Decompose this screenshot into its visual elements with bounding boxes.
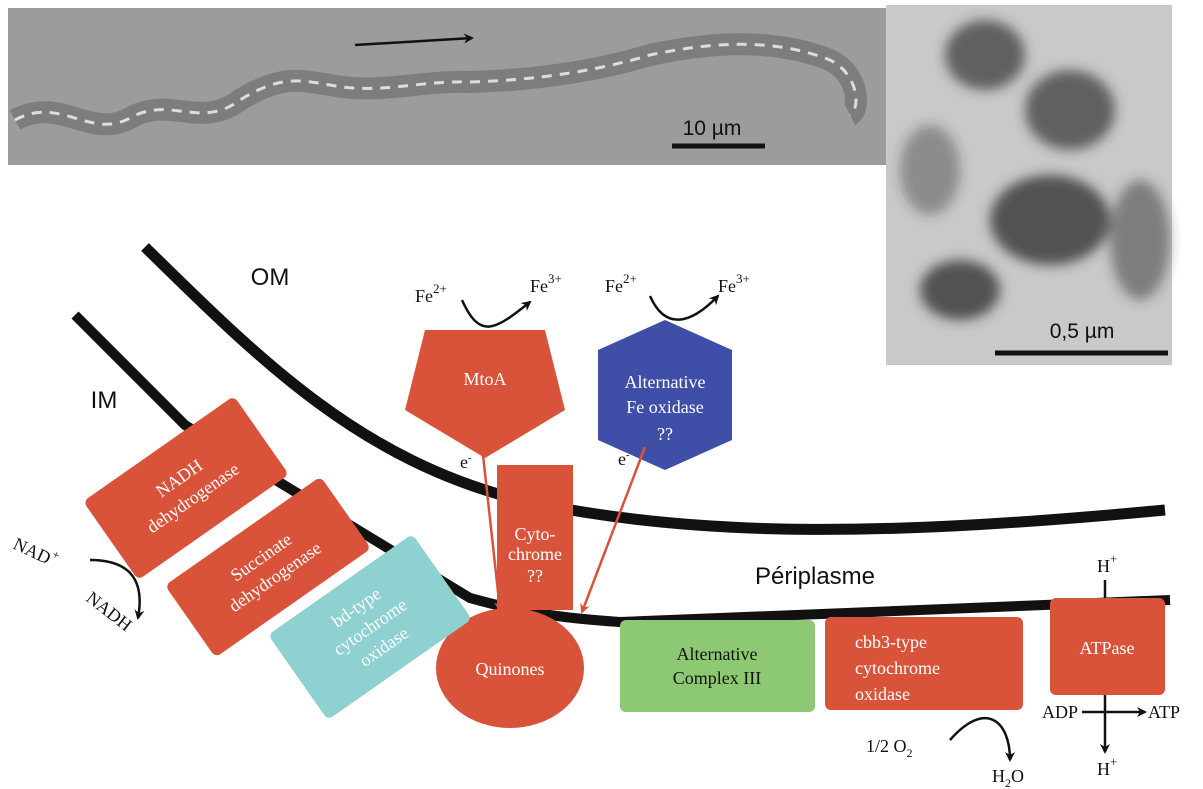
charge: 3+ (548, 271, 562, 286)
bd-oxidase (270, 536, 470, 718)
fe: Fe (415, 286, 433, 306)
protein-label: cbb3-type (855, 632, 927, 652)
crystal-micrograph: 0,5 µm (886, 5, 1172, 365)
scale-label: 0,5 µm (1050, 320, 1115, 343)
succinate-dh (167, 478, 369, 656)
fe: Fe (530, 276, 548, 296)
h: H (992, 766, 1005, 786)
cytochrome (497, 465, 573, 610)
electron: e- (460, 452, 472, 472)
protein-label: ?? (527, 566, 543, 586)
succinate-dh-group: Succinate dehydrogenase (167, 478, 369, 656)
nad: NAD (10, 533, 54, 568)
atp: ATP (1148, 702, 1180, 722)
complex3 (620, 620, 815, 712)
cbb3-oxidase (825, 617, 1023, 710)
periplasm-label: Périplasme (755, 563, 875, 590)
quinones-label: Quinones (476, 659, 545, 679)
oxygen: 1/2 O2 (866, 736, 913, 760)
alt-fe-oxidase (598, 320, 732, 470)
adp: ADP (1042, 702, 1078, 722)
fe: Fe (718, 276, 736, 296)
fe-oxidized: Fe3+ (718, 271, 750, 296)
scale-label: 10 µm (683, 117, 742, 140)
charge: + (1110, 551, 1117, 566)
atpase (1050, 598, 1165, 695)
protein-label: Alternative (677, 644, 758, 664)
water: H2O (992, 766, 1024, 789)
direction-arrow (354, 33, 474, 47)
electron: e- (618, 449, 630, 469)
proton-in: H+ (1097, 754, 1117, 779)
mtoa (405, 330, 565, 458)
o2: 1/2 O (866, 736, 907, 756)
protein-label: Complex III (673, 668, 761, 688)
electron-arrow (481, 454, 505, 612)
charge: 2+ (623, 271, 637, 286)
charge: 2+ (433, 281, 447, 296)
om-label: OM (251, 264, 290, 291)
e: e (618, 449, 626, 469)
protein-label: ?? (657, 424, 673, 444)
bd-oxidase-group: bd-type cytochrome oxidase (270, 536, 470, 718)
fe-reduced: Fe2+ (415, 281, 447, 306)
filament-edge (14, 42, 858, 126)
oxygen-arrow (949, 717, 1015, 762)
nad-plus: NAD+ (10, 530, 62, 571)
protein-label: cytochrome (855, 658, 940, 678)
proton-out: H+ (1097, 551, 1117, 576)
protein-label: oxidase (855, 684, 910, 704)
protein-label: Alternative (625, 372, 706, 392)
electron-arrow (580, 446, 647, 614)
nad-arrow (89, 558, 145, 620)
nadh: NADH (83, 587, 136, 635)
charge: 3+ (736, 271, 750, 286)
protein-label: Fe oxidase (626, 397, 703, 417)
protein-label: chrome (508, 544, 562, 564)
charge: - (626, 449, 630, 461)
protein-label: Cyto- (514, 524, 555, 544)
e: e (460, 452, 468, 472)
fe: Fe (605, 276, 623, 296)
charge: + (1110, 754, 1117, 769)
micrograph-bg (8, 8, 886, 165)
fe-reduced: Fe2+ (605, 271, 637, 296)
h: H (1097, 556, 1110, 576)
h: H (1097, 759, 1110, 779)
quinones (436, 608, 584, 728)
charge: - (468, 452, 472, 464)
o: O (1011, 766, 1024, 786)
subscript: 2 (1005, 776, 1011, 789)
protein-label: ATPase (1080, 638, 1135, 658)
mtoa-label: MtoA (463, 369, 506, 389)
subscript: 2 (907, 746, 913, 760)
nadh-dh (85, 398, 287, 578)
fe-arrow (460, 299, 532, 328)
particles (900, 20, 1170, 320)
fe-arrow (648, 294, 720, 321)
im-label: IM (91, 387, 118, 414)
filament-micrograph: 10 µm (8, 8, 886, 165)
fe-oxidized: Fe3+ (530, 271, 562, 296)
